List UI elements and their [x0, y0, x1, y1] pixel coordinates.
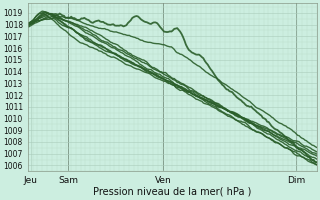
X-axis label: Pression niveau de la mer( hPa ): Pression niveau de la mer( hPa ): [93, 187, 251, 197]
